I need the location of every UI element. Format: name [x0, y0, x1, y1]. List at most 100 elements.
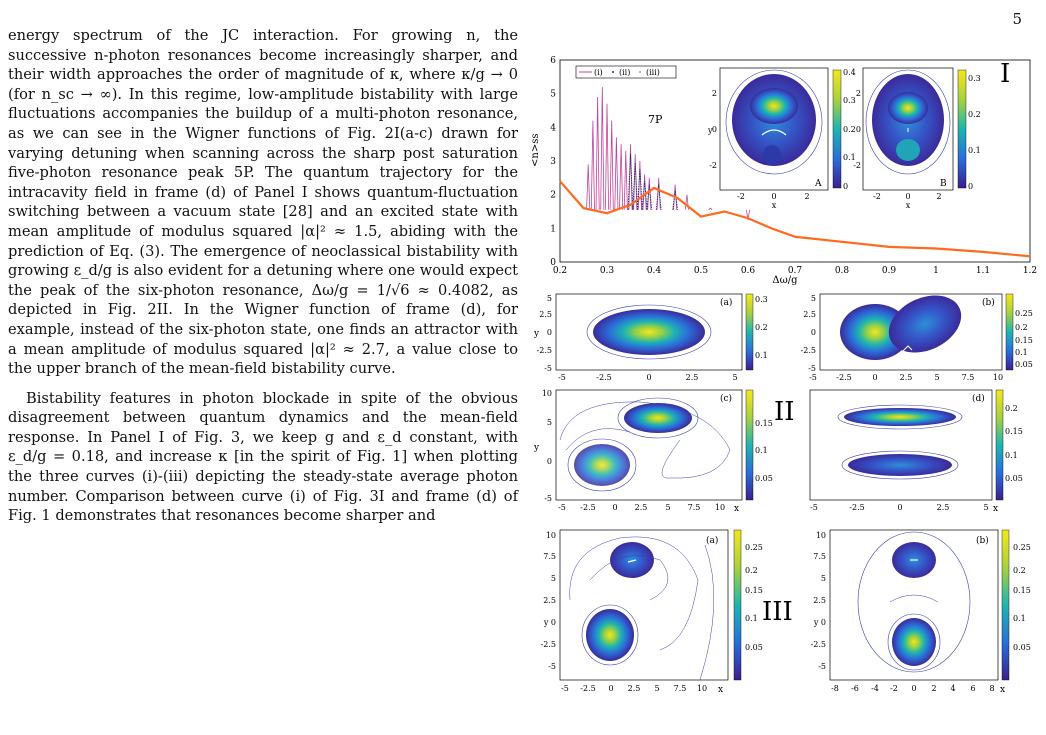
svg-text:0.05: 0.05 [1005, 474, 1023, 483]
main-xtick: 1 [933, 266, 939, 276]
svg-text:10: 10 [546, 531, 556, 540]
series-envelope [559, 180, 1031, 258]
panel-II-c: (c) 0.05 0.1 0.15 10 5 0 -5 y -5 -2.5 0 … [533, 389, 773, 514]
svg-text:-2: -2 [873, 192, 881, 201]
svg-text:2.5: 2.5 [543, 596, 556, 605]
svg-text:5: 5 [732, 373, 737, 382]
svg-text:2.5: 2.5 [539, 310, 552, 319]
svg-text:y: y [533, 443, 540, 453]
figure: <n>ss Δω/g 0 1 2 3 4 5 6 0.2 0.3 0.4 0.5 0.6 0.7 0.8… [530, 40, 1046, 731]
svg-text:-5: -5 [558, 373, 566, 382]
inset-B-label: B [940, 179, 947, 189]
svg-text:0.3: 0.3 [843, 96, 856, 105]
svg-text:-2.5: -2.5 [541, 640, 556, 649]
inset-B: B 0 0.1 0.2 0.3 -2 0 2 x 2 0 -2 [853, 67, 981, 210]
series-i-peak [590, 120, 595, 210]
svg-text:0.15: 0.15 [745, 586, 763, 595]
main-xtick: 0.7 [788, 266, 803, 276]
main-series [559, 86, 1031, 258]
series-i-peak [595, 97, 600, 210]
svg-text:0: 0 [911, 684, 916, 693]
series-i-peak [708, 207, 713, 211]
svg-text:6: 6 [970, 684, 975, 693]
svg-text:0.15: 0.15 [1005, 427, 1023, 436]
main-xtick: 0.3 [600, 266, 615, 276]
main-ytick: 4 [550, 123, 556, 133]
svg-text:(c): (c) [720, 393, 732, 404]
svg-text:y 0: y 0 [813, 618, 826, 627]
svg-text:10: 10 [993, 373, 1003, 382]
svg-text:0.4: 0.4 [843, 68, 856, 77]
svg-text:-2: -2 [737, 192, 745, 201]
svg-text:0: 0 [968, 182, 973, 191]
svg-text:0.15: 0.15 [1015, 336, 1033, 345]
svg-text:5: 5 [547, 294, 552, 303]
annotation-7P: 7P [648, 113, 663, 126]
svg-text:0.05: 0.05 [745, 643, 763, 652]
svg-text:2: 2 [936, 192, 941, 201]
svg-text:0: 0 [872, 373, 877, 382]
svg-text:y 0: y 0 [543, 618, 556, 627]
svg-text:7.5: 7.5 [962, 373, 975, 382]
panel-III-b: (b) 0.05 0.1 0.15 0.2 0.25 10 7.5 5 2.5 … [811, 529, 1031, 695]
svg-text:2.5: 2.5 [628, 684, 641, 693]
svg-text:7.5: 7.5 [688, 503, 701, 512]
svg-text:(b): (b) [982, 297, 995, 308]
svg-text:7.5: 7.5 [543, 552, 556, 561]
svg-text:2.5: 2.5 [803, 310, 816, 319]
main-ytick: 6 [550, 56, 556, 66]
legend-label-iii: (iii) [646, 68, 660, 77]
legend-marker-ii [612, 71, 614, 73]
legend-marker-iii [639, 71, 641, 73]
svg-text:5: 5 [983, 503, 988, 512]
svg-text:2: 2 [712, 89, 717, 98]
svg-text:-2.5: -2.5 [811, 640, 826, 649]
svg-text:10: 10 [542, 389, 552, 398]
svg-text:0: 0 [646, 373, 651, 382]
inset-A-colorbar [832, 69, 842, 189]
svg-text:0: 0 [608, 684, 613, 693]
svg-text:0.3: 0.3 [968, 74, 981, 83]
svg-text:2.5: 2.5 [635, 503, 648, 512]
panel-label-III: III [762, 597, 793, 627]
svg-text:y: y [707, 126, 713, 135]
svg-text:2: 2 [931, 684, 936, 693]
series-ii-peak [655, 184, 662, 210]
svg-text:2: 2 [856, 89, 861, 98]
page-number: 5 [1012, 10, 1022, 28]
panel-label-I: I [1000, 59, 1010, 89]
svg-text:x: x [734, 504, 739, 514]
svg-text:0.2: 0.2 [1015, 323, 1028, 332]
svg-text:-2.5: -2.5 [537, 346, 552, 355]
svg-text:0.1: 0.1 [968, 146, 981, 155]
svg-text:0.1: 0.1 [755, 351, 768, 360]
main-xlabel: Δω/g [772, 275, 798, 286]
main-xtick: 0.4 [647, 266, 662, 276]
main-xtick: 0.2 [553, 266, 567, 276]
paragraph-2: Bistability features in photon blockade … [8, 389, 518, 525]
svg-text:0: 0 [612, 503, 617, 512]
svg-text:7.5: 7.5 [674, 684, 687, 693]
panel-II-d: (d) 0.05 0.1 0.15 0.2 -5 -2.5 0 2.5 5 x [809, 389, 1023, 514]
panel-I: <n>ss Δω/g 0 1 2 3 4 5 6 0.2 0.3 0.4 0.5 0.6 0.7 0.8… [530, 56, 1037, 286]
svg-text:0.1: 0.1 [1013, 614, 1026, 623]
figure-svg: <n>ss Δω/g 0 1 2 3 4 5 6 0.2 0.3 0.4 0.5 0.6 0.7 0.8… [530, 56, 1037, 695]
svg-text:2: 2 [804, 192, 809, 201]
svg-text:-2.5: -2.5 [849, 503, 864, 512]
svg-text:0.2: 0.2 [843, 125, 856, 134]
svg-text:-2.5: -2.5 [580, 684, 595, 693]
svg-text:5: 5 [654, 684, 659, 693]
main-xticks: 0.2 0.3 0.4 0.5 0.6 0.7 0.8 0.9 1 1.1 1.2 [553, 266, 1037, 276]
svg-text:-2.5: -2.5 [801, 346, 816, 355]
svg-text:-2: -2 [709, 161, 717, 170]
svg-text:-8: -8 [831, 684, 839, 693]
svg-text:2.5: 2.5 [813, 596, 826, 605]
main-ytick: 1 [550, 224, 556, 234]
main-ylabel: <n>ss [530, 134, 541, 167]
panel-III: (a) 0.05 0.1 0.15 0.2 0.25 10 7.5 5 2.5 … [541, 529, 1031, 695]
svg-text:-5: -5 [810, 503, 818, 512]
svg-text:5: 5 [665, 503, 670, 512]
svg-text:0.25: 0.25 [745, 543, 763, 552]
svg-text:5: 5 [551, 574, 556, 583]
svg-text:8: 8 [989, 684, 994, 693]
